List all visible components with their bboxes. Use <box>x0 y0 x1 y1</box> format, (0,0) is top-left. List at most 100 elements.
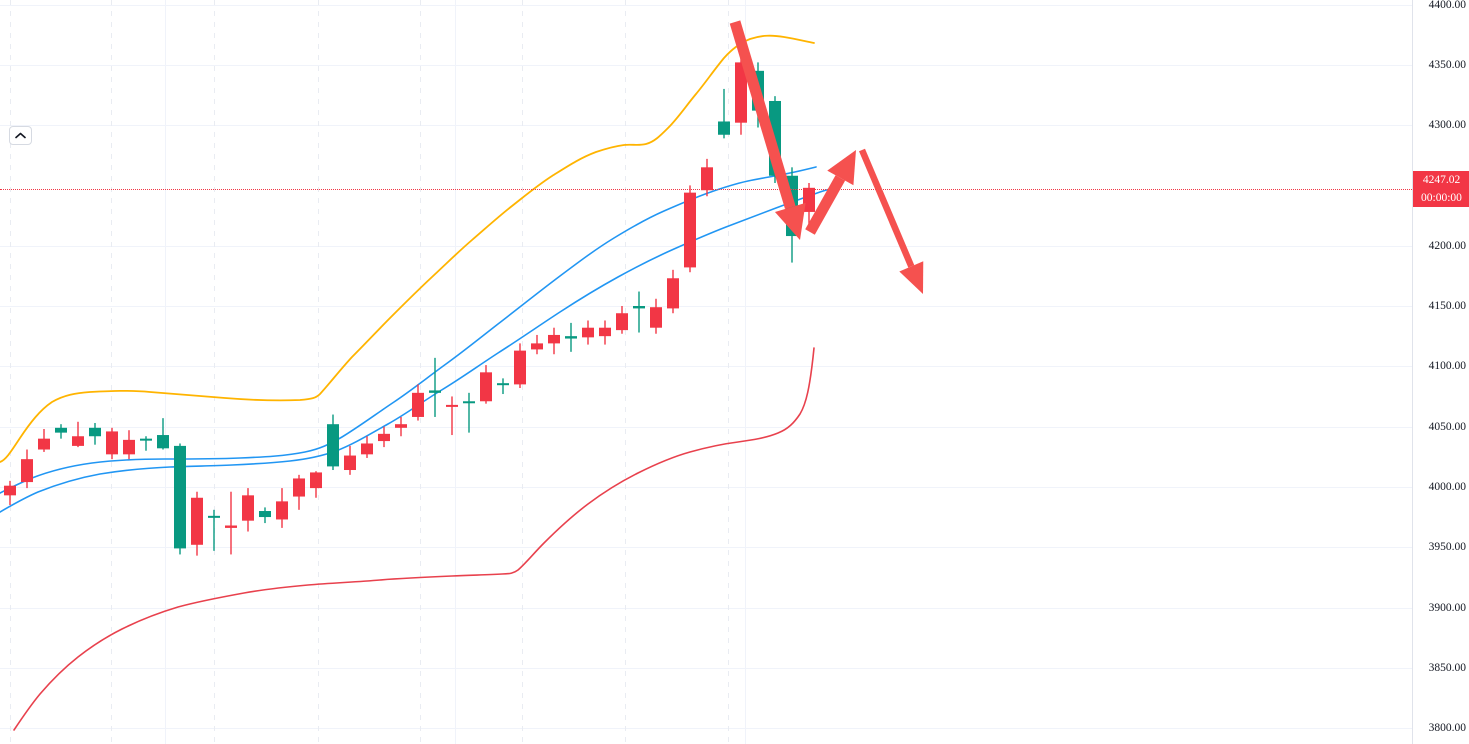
candlestick <box>174 443 186 555</box>
current-price-badge[interactable]: 4247.02 00:00:00 <box>1413 170 1469 207</box>
candlestick <box>650 298 662 334</box>
candlestick <box>72 421 84 448</box>
price-tick-label: 4200.00 <box>1428 239 1466 252</box>
candle-body <box>684 192 696 268</box>
gridline-vertical-dashed <box>728 0 729 744</box>
price-tick-label: 3850.00 <box>1428 661 1466 674</box>
candle-body <box>123 439 135 455</box>
candlestick <box>4 480 16 505</box>
candle-body <box>378 433 390 442</box>
candlestick <box>786 167 798 263</box>
candlestick <box>684 185 696 273</box>
candle-body <box>633 306 645 309</box>
candlestick <box>38 429 50 452</box>
candle-body <box>38 438 50 450</box>
price-tick-label: 3950.00 <box>1428 541 1466 554</box>
candle-body <box>650 307 662 328</box>
candlestick <box>293 474 305 510</box>
candle-body <box>157 435 169 449</box>
candle-body <box>140 438 152 441</box>
candle-body <box>701 167 713 191</box>
candle-body <box>769 100 781 176</box>
candlestick <box>21 449 33 489</box>
candle-body <box>565 336 577 339</box>
bar-countdown: 00:00:00 <box>1421 191 1462 204</box>
gridline-vertical-dashed <box>111 0 112 744</box>
gridline-horizontal <box>0 728 1412 730</box>
candlestick <box>208 509 220 551</box>
candlestick <box>616 306 628 334</box>
candlestick <box>463 392 475 433</box>
candlestick <box>735 52 747 135</box>
candlestick <box>446 396 458 436</box>
gridline-horizontal <box>0 547 1412 549</box>
gridline-vertical-dashed <box>214 0 215 744</box>
candlestick <box>123 430 135 460</box>
candlestick <box>378 426 390 448</box>
ma-red <box>13 347 815 731</box>
candle-body <box>208 515 220 518</box>
gridline-horizontal <box>0 4 1412 6</box>
candle-body <box>667 278 679 309</box>
candle-body <box>174 445 186 549</box>
candlestick <box>548 327 560 355</box>
candle-body <box>55 427 67 433</box>
candle-body <box>786 175 798 237</box>
candle-body <box>803 187 815 212</box>
candle-body <box>259 511 271 518</box>
candle-body <box>242 495 254 521</box>
chevron-up-icon <box>15 132 26 139</box>
gridline-vertical-session <box>745 0 746 744</box>
ma-blue-slow <box>0 187 835 513</box>
candle-body <box>72 436 84 446</box>
gridline-vertical-dashed <box>625 0 626 744</box>
candle-body <box>225 525 237 528</box>
candle-body <box>344 455 356 471</box>
candle-body <box>4 485 16 496</box>
candle-body <box>310 472 322 489</box>
candlestick <box>191 491 203 556</box>
candle-body <box>463 401 475 404</box>
gridline-horizontal <box>0 306 1412 307</box>
candlestick <box>497 378 509 395</box>
gridline-vertical-dashed <box>10 0 11 744</box>
price-tick-label: 4150.00 <box>1428 300 1466 312</box>
candlestick <box>327 414 339 471</box>
candle-body <box>293 478 305 497</box>
candlestick <box>310 471 322 498</box>
candlestick <box>140 436 152 451</box>
price-scale[interactable]: 4400.00 4350.00 4300.00 4200.00 4150.00 4100.… <box>1412 0 1469 744</box>
price-tick-label: 3900.00 <box>1428 601 1466 614</box>
price-tick-label: 3800.00 <box>1428 722 1466 735</box>
candle-body <box>582 327 594 338</box>
candle-body <box>599 327 611 337</box>
gridline-horizontal <box>0 366 1412 368</box>
candlestick <box>752 62 764 128</box>
candle-body <box>276 501 288 520</box>
price-tick-label: 4300.00 <box>1428 119 1466 132</box>
candle-body <box>514 350 526 385</box>
candlestick <box>225 491 237 555</box>
candle-body <box>21 459 33 483</box>
candle-body <box>395 424 407 428</box>
candle-body <box>429 390 441 393</box>
ma-yellow <box>0 34 815 463</box>
candlestick-series <box>4 52 815 556</box>
current-price-value: 4247.02 <box>1422 173 1461 186</box>
chart-plot-area[interactable] <box>0 0 1412 744</box>
candle-body <box>497 383 509 386</box>
gridline-vertical-session <box>165 0 166 744</box>
price-tick-label: 4050.00 <box>1428 420 1466 433</box>
candlestick <box>582 320 594 345</box>
candlestick <box>769 96 781 183</box>
candlestick <box>429 357 441 417</box>
candlestick <box>106 427 118 460</box>
collapse-pane-button[interactable] <box>9 126 32 145</box>
candle-body <box>735 62 747 123</box>
moving-average-lines <box>0 34 835 731</box>
candle-body <box>616 313 628 331</box>
price-series <box>0 34 835 731</box>
candlestick <box>599 320 611 345</box>
gridline-horizontal <box>0 426 1412 428</box>
candlestick <box>667 269 679 314</box>
